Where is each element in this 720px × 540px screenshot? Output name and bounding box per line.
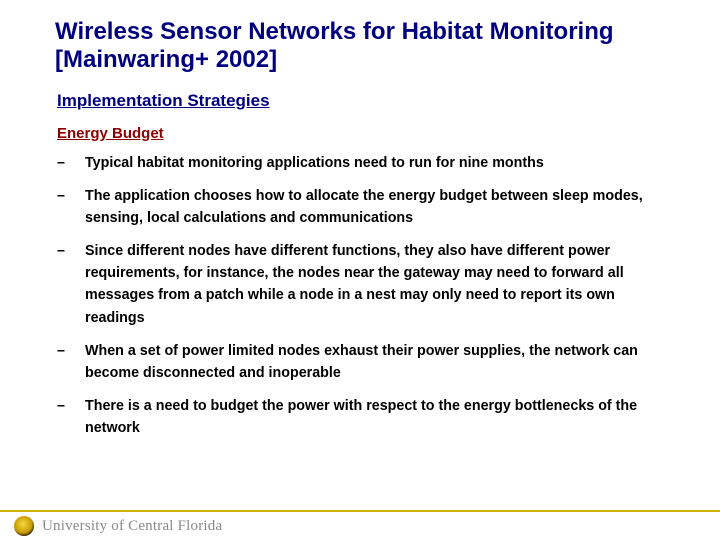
title-line-2: [Mainwaring+ 2002]	[55, 46, 277, 73]
bullet-dash-icon: –	[57, 340, 85, 362]
bullet-dash-icon: –	[57, 240, 85, 262]
bullet-dash-icon: –	[57, 395, 85, 417]
bullet-text: Since different nodes have different fun…	[85, 240, 675, 329]
bullet-text: There is a need to budget the power with…	[85, 395, 675, 439]
list-item: – Typical habitat monitoring application…	[57, 152, 675, 174]
footer-text: University of Central Florida	[42, 518, 222, 535]
footer: University of Central Florida	[0, 510, 720, 540]
slide-content: Wireless Sensor Networks for Habitat Mon…	[0, 0, 720, 439]
list-item: – When a set of power limited nodes exha…	[57, 340, 675, 384]
bullet-text: Typical habitat monitoring applications …	[85, 152, 675, 174]
bullet-dash-icon: –	[57, 152, 85, 174]
bullet-dash-icon: –	[57, 185, 85, 207]
list-item: – There is a need to budget the power wi…	[57, 395, 675, 439]
subheading: Energy Budget	[57, 125, 675, 142]
bullet-text: The application chooses how to allocate …	[85, 185, 675, 229]
list-item: – The application chooses how to allocat…	[57, 185, 675, 229]
slide-title: Wireless Sensor Networks for Habitat Mon…	[55, 18, 675, 75]
ucf-logo-icon	[14, 516, 34, 536]
title-line-1: Wireless Sensor Networks for Habitat Mon…	[55, 18, 614, 45]
bullet-text: When a set of power limited nodes exhaus…	[85, 340, 675, 384]
bullet-list: – Typical habitat monitoring application…	[57, 152, 675, 440]
section-heading: Implementation Strategies	[57, 91, 675, 111]
list-item: – Since different nodes have different f…	[57, 240, 675, 329]
